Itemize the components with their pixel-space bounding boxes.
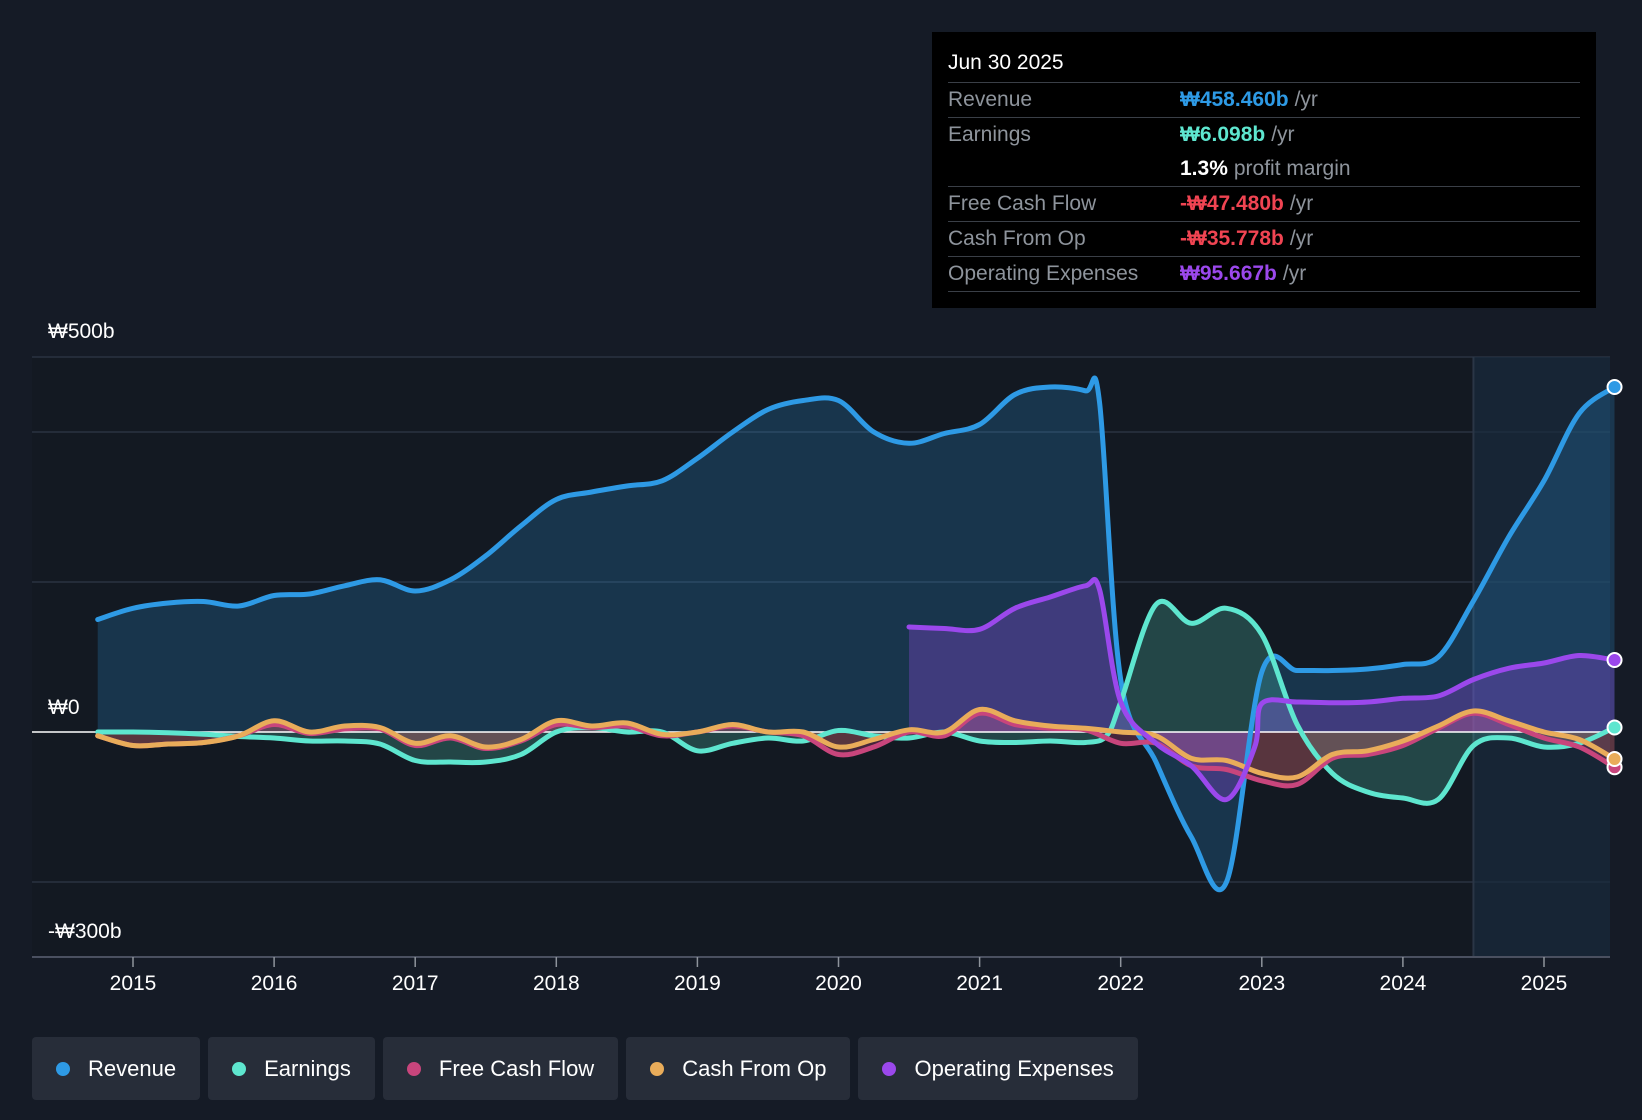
legend-label: Earnings [264,1055,351,1081]
tooltip-label: Revenue [948,88,1033,111]
tooltip-row-earnings: Earnings ₩6.098b /yr [948,118,1580,152]
tooltip-value: ₩95.667b [1180,262,1277,285]
tooltip-value: -₩47.480b [1180,192,1284,215]
cfo-line [95,706,1617,781]
tooltip-value: 1.3% [1180,157,1228,180]
opex-endpoint [1606,652,1623,668]
tooltip-label: Free Cash Flow [948,192,1097,215]
tooltip-row-opex: Operating Expenses ₩95.667b /yr [948,257,1580,292]
plot-background [32,357,1610,957]
tooltip-label: Cash From Op [948,227,1086,250]
revenue-dot-icon [56,1061,70,1076]
x-tick-label: 2024 [1380,972,1427,995]
cfo-endpoint [1606,751,1623,767]
earnings-endpoint [1606,719,1623,736]
legend-item-revenue[interactable]: Revenue [32,1037,201,1100]
legend-label: Operating Expenses [914,1055,1114,1081]
x-tick-label: 2015 [110,972,157,995]
tooltip-row-margin: 1.3% profit margin [948,152,1580,187]
tooltip-panel: Jun 30 2025 Revenue ₩458.460b /yr Earnin… [932,32,1596,308]
x-tick-label: 2023 [1238,972,1285,995]
tooltip-value: ₩6.098b [1180,123,1266,146]
fcf-area [97,713,1615,786]
fcf-line [95,710,1617,789]
tooltip-unit: /yr [1271,123,1295,146]
x-tick-label: 2019 [674,972,721,995]
x-tick-label: 2022 [1097,972,1144,995]
y-axis-label-zero: ₩0 [48,696,80,719]
tooltip-label: Operating Expenses [948,262,1139,285]
tooltip-label: Earnings [948,123,1031,146]
tooltip-unit: /yr [1289,192,1314,215]
x-tick-label: 2021 [956,972,1003,995]
legend-item-free-cash-flow[interactable]: Free Cash Flow [382,1037,619,1100]
tooltip-value: -₩35.778b [1180,227,1284,250]
free-cash-flow-dot-icon [406,1061,421,1076]
earnings-dot-icon [232,1061,247,1076]
legend-label: Cash From Op [682,1055,827,1081]
tooltip-row-cfo: Cash From Op -₩35.778b /yr [948,222,1580,257]
earnings-area [97,601,1615,804]
x-tick-label: 2025 [1521,972,1568,995]
x-tick-label: 2016 [251,972,298,995]
x-tick-label: 2018 [533,972,580,995]
tooltip-label-spacer [948,152,1180,186]
x-tick-label: 2020 [815,972,862,995]
opex-area [909,579,1615,800]
tooltip-unit: /yr [1282,262,1307,285]
tooltip-unit: /yr [1294,88,1318,111]
tooltip-row-revenue: Revenue ₩458.460b /yr [948,83,1580,118]
legend-item-operating-expenses[interactable]: Operating Expenses [858,1037,1138,1100]
tooltip-unit: profit margin [1233,157,1351,180]
legend-item-cash-from-op[interactable]: Cash From Op [626,1037,851,1100]
tooltip-date: Jun 30 2025 [948,46,1580,83]
legend-item-earnings[interactable]: Earnings [208,1037,375,1100]
cash-from-op-dot-icon [650,1061,665,1076]
opex-line [906,576,1617,803]
revenue-line [95,375,1617,893]
tooltip-row-fcf: Free Cash Flow -₩47.480b /yr [948,187,1580,222]
operating-expenses-dot-icon [882,1061,897,1076]
legend-label: Free Cash Flow [438,1055,595,1081]
x-tick-label: 2017 [392,972,439,995]
tooltip-value: ₩458.460b [1180,88,1289,111]
y-axis-label-top: ₩500b [48,320,115,343]
y-axis-label-bottom: -₩300b [48,920,122,943]
legend: Revenue Earnings Free Cash Flow Cash Fro… [32,1037,1138,1100]
tooltip-unit: /yr [1289,227,1314,250]
legend-label: Revenue [88,1055,177,1081]
revenue-endpoint [1606,379,1623,395]
